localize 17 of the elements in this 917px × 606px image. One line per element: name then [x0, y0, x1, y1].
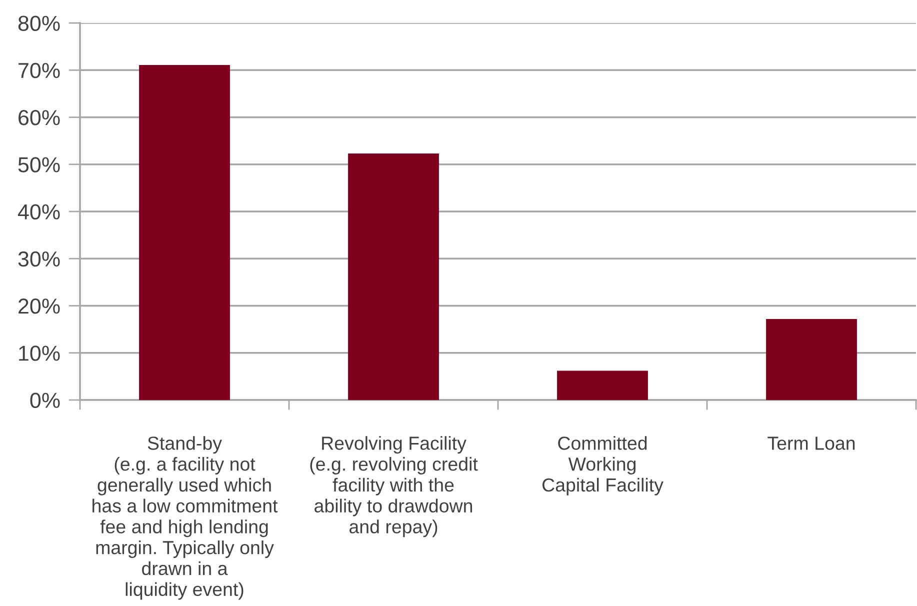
- bar: [557, 370, 648, 400]
- y-tick-label: 20%: [18, 298, 60, 314]
- y-tick-label: 0%: [30, 392, 60, 408]
- x-tick-label: Committed Working Capital Facility: [542, 436, 664, 496]
- y-tick-label: 40%: [18, 204, 60, 220]
- bar: [139, 64, 230, 400]
- x-tick-label: Term Loan: [768, 436, 855, 450]
- y-tick-label: 50%: [18, 157, 60, 172]
- y-tick-label: 30%: [18, 251, 60, 267]
- y-tick-label: 70%: [18, 62, 60, 78]
- x-tick-label: Revolving Facility (e.g. revolving credit facility with the ability to drawdown and repay): [310, 436, 478, 538]
- y-tick-label: 80%: [18, 16, 60, 32]
- x-tick-label: Stand-by (e.g. a facility not generally used which has a low commitment fee and high lending margin. Typically only drawn in a liquidity event): [92, 436, 278, 600]
- y-tick-label: 10%: [19, 346, 60, 361]
- bar: [348, 154, 439, 400]
- bar: [766, 318, 857, 400]
- y-tick-label: 60%: [18, 110, 60, 126]
